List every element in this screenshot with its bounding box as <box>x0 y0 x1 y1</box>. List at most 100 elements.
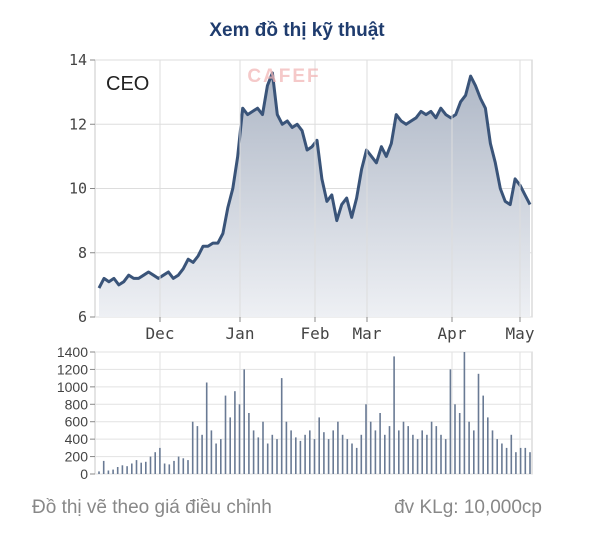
month-tick-label: Mar <box>353 324 382 343</box>
volume-bar <box>505 447 508 474</box>
volume-bar <box>360 434 363 474</box>
volume-bar <box>107 470 110 474</box>
volume-bar <box>145 461 147 474</box>
volume-bar <box>135 460 138 474</box>
volume-bar <box>154 452 156 474</box>
volume-bar <box>421 430 423 474</box>
volume-bar <box>327 439 330 474</box>
volume-bar <box>318 417 320 474</box>
month-tick-label: Feb <box>301 324 330 343</box>
volume-bar <box>341 434 344 474</box>
volume-bar <box>299 440 302 474</box>
volume-bar <box>379 413 381 474</box>
volume-bar <box>295 437 297 474</box>
volume-bar <box>238 404 241 474</box>
volume-tick-label: 1400 <box>57 344 88 360</box>
volume-bar <box>248 413 250 474</box>
volume-bar <box>98 471 100 474</box>
volume-bar <box>102 460 105 474</box>
volume-tick-label: 400 <box>65 431 89 447</box>
volume-bar <box>473 430 475 474</box>
volume-bar <box>252 430 255 474</box>
volume-bar <box>276 439 278 474</box>
price-tick-label: 6 <box>78 308 87 326</box>
volume-tick-label: 1200 <box>57 361 88 377</box>
volume-bar <box>416 439 419 474</box>
volume-bar <box>477 373 480 474</box>
volume-bar <box>524 447 527 474</box>
volume-tick-label: 800 <box>65 396 89 412</box>
volume-unit-note: đv KLg: 10,000cp <box>394 497 542 518</box>
volume-bar <box>337 421 339 474</box>
volume-bar <box>402 421 405 474</box>
volume-bar <box>234 391 236 474</box>
page-title: Xem đồ thị kỹ thuật <box>209 20 385 41</box>
volume-bar <box>140 462 142 474</box>
volume-bar <box>369 421 372 474</box>
volume-bar <box>149 456 152 474</box>
volume-bar <box>491 430 494 474</box>
volume-bar <box>393 356 395 474</box>
volume-bar <box>262 421 264 474</box>
volume-bar <box>346 439 349 474</box>
volume-bar <box>243 369 245 474</box>
volume-bar <box>435 426 438 474</box>
volume-bar <box>304 434 306 474</box>
volume-bar <box>126 466 128 474</box>
month-tick-label: May <box>506 324 535 343</box>
volume-bar <box>116 467 119 474</box>
volume-bar <box>501 443 503 474</box>
adjusted-price-note: Đồ thị vẽ theo giá điều chỉnh <box>32 497 272 518</box>
cafef-watermark: CAFEF <box>247 66 320 87</box>
volume-bar <box>529 452 531 474</box>
volume-bar <box>201 434 203 474</box>
volume-bar <box>131 463 133 474</box>
volume-bar <box>487 417 489 474</box>
volume-bar <box>163 463 166 474</box>
month-tick-label: Apr <box>438 324 467 343</box>
volume-bar <box>205 382 208 474</box>
volume-bar <box>398 430 400 474</box>
volume-bar <box>121 465 124 474</box>
volume-bar <box>412 434 414 474</box>
volume-bar <box>215 443 217 474</box>
volume-bar <box>229 417 231 474</box>
volume-tick-label: 200 <box>65 449 89 465</box>
volume-bar <box>351 443 353 474</box>
volume-bar <box>510 434 513 474</box>
volume-bar <box>458 413 461 474</box>
volume-bar <box>374 430 377 474</box>
price-tick-label: 10 <box>69 180 87 198</box>
price-tick-label: 12 <box>69 115 87 133</box>
volume-bar <box>159 447 161 474</box>
volume-bar <box>187 460 189 474</box>
volume-bar <box>332 430 334 474</box>
volume-bar <box>444 439 447 474</box>
volume-bar <box>384 434 386 474</box>
volume-bar <box>191 421 194 474</box>
volume-bar <box>323 432 325 474</box>
volume-tick-label: 600 <box>65 414 89 430</box>
volume-bar <box>515 452 517 474</box>
volume-bar <box>449 369 452 474</box>
volume-tick-label: 0 <box>80 466 88 482</box>
volume-tick-label: 1000 <box>57 379 88 395</box>
ticker-label: CEO <box>106 73 149 95</box>
volume-bar <box>309 430 311 474</box>
volume-bar <box>210 430 213 474</box>
volume-bar <box>177 456 180 474</box>
volume-bar <box>280 378 283 474</box>
volume-bar <box>285 421 288 474</box>
volume-bar <box>257 437 260 474</box>
volume-bar <box>271 434 274 474</box>
volume-bar <box>468 421 470 474</box>
volume-bar <box>182 458 185 474</box>
volume-bar <box>407 426 409 474</box>
volume-bar <box>313 439 316 474</box>
volume-bar <box>454 404 456 474</box>
volume-bar <box>168 464 171 474</box>
volume-bar <box>519 447 522 474</box>
volume-bar <box>440 434 442 474</box>
price-tick-label: 8 <box>78 244 87 262</box>
volume-bar <box>496 439 498 474</box>
